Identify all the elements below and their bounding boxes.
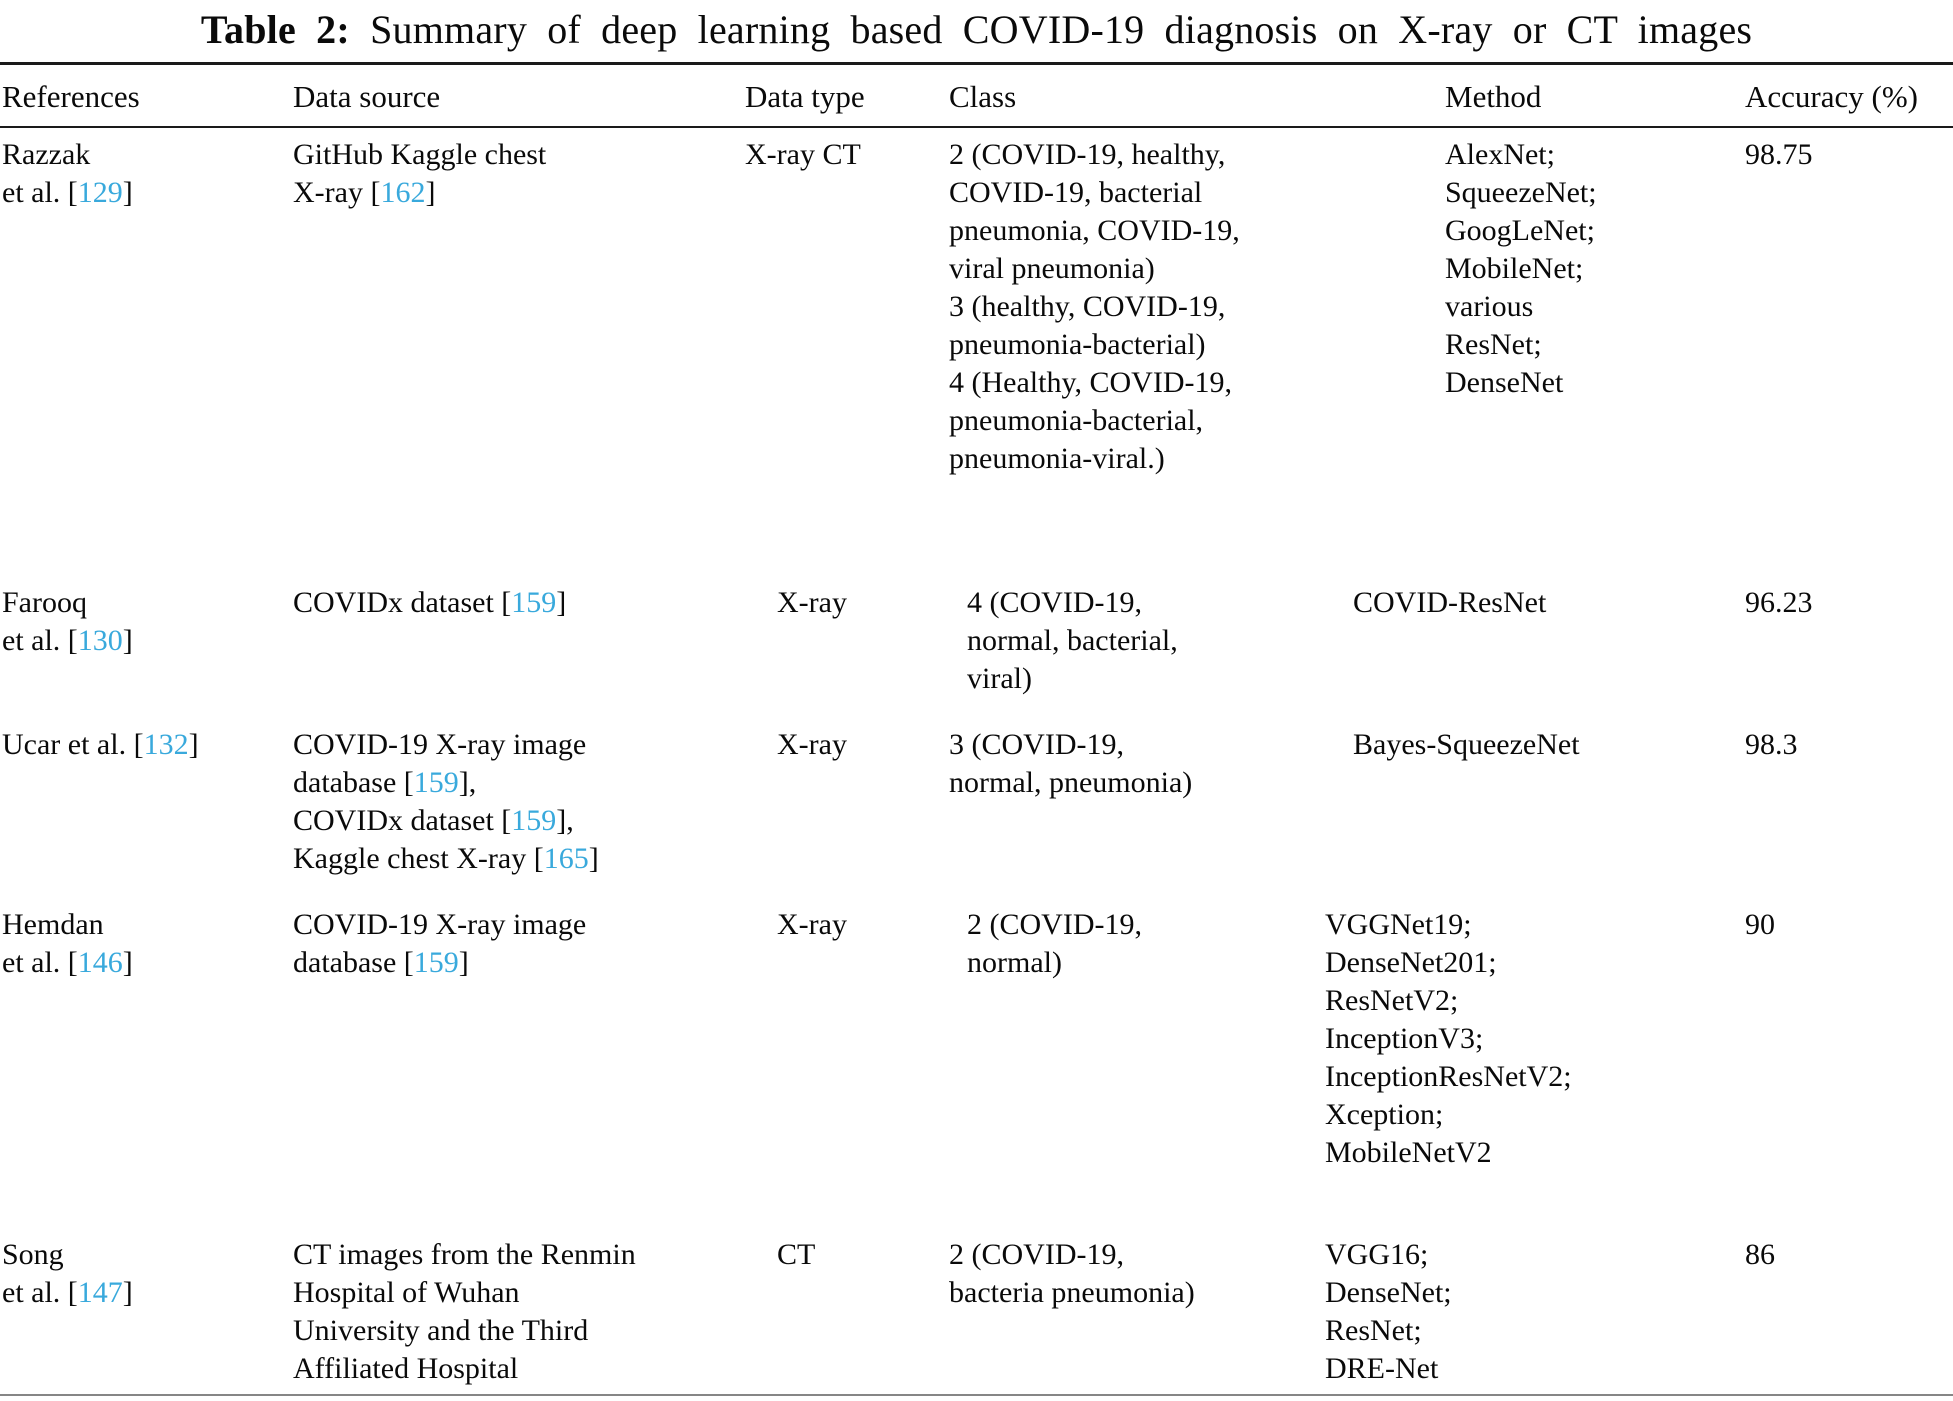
data-source-cell: GitHub Kaggle chest X-ray [162] [292, 136, 739, 478]
cell-text: ], Kaggle chest X-ray [ [293, 804, 574, 875]
table-header-row: References Data source Data type Class M… [0, 65, 1953, 128]
cell-text: ] [122, 624, 133, 657]
column-header-references: References [2, 79, 140, 114]
citation-link[interactable]: 129 [77, 176, 123, 209]
column-header-data-source: Data source [293, 79, 441, 114]
citation-link[interactable]: 146 [77, 946, 123, 979]
column-header-class: Class [949, 79, 1017, 114]
cell-text: CT images from the Renmin Hospital of Wu… [293, 1238, 636, 1385]
references-cell: Hemdan et al. [146] [0, 906, 292, 1172]
references-cell: Ucar et al. [132] [0, 726, 292, 878]
class-cell: 2 (COVID-19, bacteria pneumonia) [949, 1238, 1195, 1309]
cell-text: ] [588, 842, 599, 875]
cell-text: Hemdan et al. [ [2, 908, 104, 979]
data-type-cell: CT [777, 1238, 816, 1271]
cell-text: Farooq et al. [ [2, 586, 87, 657]
cell-text: COVID-19 X-ray image database [ [293, 728, 587, 799]
method-cell: AlexNet; SqueezeNet; GoogLeNet; MobileNe… [1445, 138, 1597, 399]
cell-text: ] [458, 946, 469, 979]
method-cell: COVID-ResNet [1353, 586, 1547, 619]
cell-text: Ucar et al. [ [2, 728, 144, 761]
citation-link[interactable]: 130 [77, 624, 123, 657]
column-header-data-type: Data type [745, 79, 865, 114]
table-row: Hemdan et al. [146] COVID-19 X-ray image… [0, 906, 1953, 1172]
table-row: Razzak et al. [129] GitHub Kaggle chest … [0, 136, 1953, 478]
cell-text: ] [425, 176, 436, 209]
table-row: Ucar et al. [132] COVID-19 X-ray image d… [0, 726, 1953, 878]
citation-link[interactable]: 159 [511, 804, 557, 837]
accuracy-cell: 86 [1745, 1238, 1775, 1271]
method-cell: VGGNet19; DenseNet201; ResNetV2; Incepti… [1325, 908, 1572, 1169]
cell-text: ] [122, 176, 133, 209]
column-header-method: Method [1445, 79, 1542, 114]
citation-link[interactable]: 165 [543, 842, 589, 875]
citation-link[interactable]: 159 [413, 766, 459, 799]
summary-table: References Data source Data type Class M… [0, 62, 1953, 1396]
citation-link[interactable]: 132 [143, 728, 189, 761]
cell-text: ] [188, 728, 199, 761]
accuracy-cell: 96.23 [1745, 586, 1813, 619]
references-cell: Farooq et al. [130] [0, 584, 292, 698]
citation-link[interactable]: 147 [77, 1276, 123, 1309]
table-row: Farooq et al. [130] COVIDx dataset [159]… [0, 584, 1953, 698]
accuracy-cell: 98.75 [1745, 138, 1813, 171]
data-type-cell: X-ray CT [745, 138, 861, 171]
data-source-cell: COVID-19 X-ray image database [159] [292, 906, 739, 1172]
data-type-cell: X-ray [777, 908, 847, 941]
method-cell: Bayes-SqueezeNet [1353, 728, 1580, 761]
references-cell: Song et al. [147] [0, 1236, 292, 1388]
citation-link[interactable]: 162 [380, 176, 426, 209]
cell-text: ] [122, 1276, 133, 1309]
column-header-accuracy: Accuracy (%) [1745, 79, 1918, 114]
class-cell: 4 (COVID-19, normal, bacterial, viral) [967, 586, 1178, 695]
references-cell: Razzak et al. [129] [0, 136, 292, 478]
data-source-cell: COVIDx dataset [159] [292, 584, 739, 698]
data-type-cell: X-ray [777, 586, 847, 619]
accuracy-cell: 98.3 [1745, 728, 1798, 761]
cell-text: ], COVIDx dataset [ [293, 766, 512, 837]
table-caption-label: Table 2: [200, 7, 350, 52]
table-caption: Table 2: Summary of deep learning based … [0, 0, 1953, 62]
cell-text: ] [122, 946, 133, 979]
table-row: Song et al. [147] CT images from the Ren… [0, 1236, 1953, 1388]
cell-text: Song et al. [ [2, 1238, 78, 1309]
cell-text: ] [556, 586, 567, 619]
cell-text: GitHub Kaggle chest X-ray [ [293, 138, 547, 209]
citation-link[interactable]: 159 [413, 946, 459, 979]
data-type-cell: X-ray [777, 728, 847, 761]
class-cell: 2 (COVID-19, normal) [967, 908, 1142, 979]
table-caption-text: Summary of deep learning based COVID-19 … [370, 7, 1753, 52]
class-cell: 2 (COVID-19, healthy, COVID-19, bacteria… [949, 138, 1240, 475]
class-cell: 3 (COVID-19, normal, pneumonia) [949, 728, 1193, 799]
cell-text: COVIDx dataset [ [293, 586, 512, 619]
accuracy-cell: 90 [1745, 908, 1775, 941]
method-cell: VGG16; DenseNet; ResNet; DRE-Net [1325, 1238, 1452, 1385]
cell-text: Razzak et al. [ [2, 138, 91, 209]
citation-link[interactable]: 159 [511, 586, 557, 619]
data-source-cell: COVID-19 X-ray image database [159], COV… [292, 726, 739, 878]
cell-text: COVID-19 X-ray image database [ [293, 908, 587, 979]
data-source-cell: CT images from the Renmin Hospital of Wu… [292, 1236, 739, 1388]
